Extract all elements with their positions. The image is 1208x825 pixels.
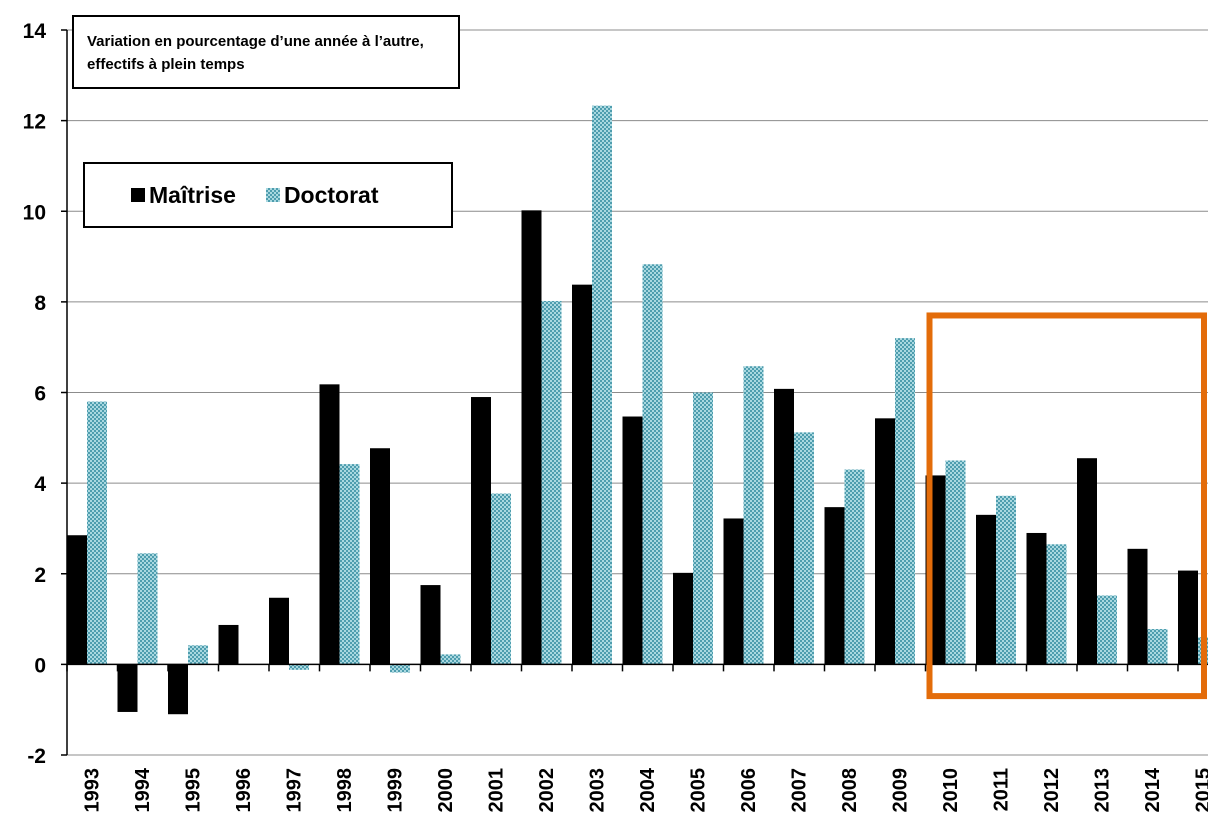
y-tick-label: 6 xyxy=(34,383,46,406)
x-tick-label: 2009 xyxy=(889,768,911,813)
legend-label-doctorat: Doctorat xyxy=(283,181,379,208)
bar-maitrise-2011 xyxy=(976,514,996,665)
bar-maitrise-2012 xyxy=(1026,532,1047,665)
bar-maitrise-1998 xyxy=(319,384,340,665)
bar-maitrise-2013 xyxy=(1077,458,1097,665)
y-tick-label: 8 xyxy=(34,292,46,315)
x-tick-label: 2005 xyxy=(687,768,709,813)
bar-maitrise-1997 xyxy=(269,597,289,665)
bar-doctorat-2007 xyxy=(794,432,814,665)
x-tick-label: 2014 xyxy=(1142,767,1164,812)
bar-doctorat-1994 xyxy=(137,553,158,665)
x-tick-label: 2003 xyxy=(586,768,608,813)
bar-doctorat-1998 xyxy=(339,464,360,665)
x-tick-label: 2004 xyxy=(637,767,659,812)
bar-maitrise-2004 xyxy=(622,416,643,665)
legend: Maîtrise Doctorat xyxy=(83,162,453,228)
bar-maitrise-2009 xyxy=(875,418,895,665)
bar-doctorat-2014 xyxy=(1147,629,1168,665)
bar-doctorat-2010 xyxy=(945,460,966,665)
x-tick-label: 2000 xyxy=(435,768,457,813)
x-tick-label: 2013 xyxy=(1091,768,1113,813)
bar-doctorat-1993 xyxy=(87,401,107,665)
bar-maitrise-2007 xyxy=(774,388,794,665)
bar-doctorat-2002 xyxy=(541,300,562,665)
x-tick-label: 2007 xyxy=(788,768,810,813)
x-tick-label: 2008 xyxy=(839,768,861,813)
y-tick-labels: -2 0 2 4 6 8 10 12 14 xyxy=(23,20,47,768)
bar-doctorat-2011 xyxy=(996,495,1016,665)
bar-doctorat-2001 xyxy=(491,493,511,665)
x-tick-label: 1994 xyxy=(132,767,154,812)
bar-doctorat-1999 xyxy=(390,664,410,673)
y-tick-label: -2 xyxy=(27,745,46,768)
bar-maitrise-1993 xyxy=(67,535,87,665)
bar-doctorat-2005 xyxy=(693,392,713,665)
bar-maitrise-2003 xyxy=(572,284,592,665)
x-tick-label: 1999 xyxy=(384,768,406,813)
highlight-box xyxy=(926,312,1207,700)
y-tick-label: 4 xyxy=(34,473,46,496)
bar-maitrise-2002 xyxy=(521,210,542,665)
legend-item-doctorat: Doctorat xyxy=(265,181,379,209)
bar-maitrise-2015 xyxy=(1178,570,1198,665)
bar-maitrise-1994 xyxy=(117,664,138,712)
x-tick-label: 1998 xyxy=(334,768,356,813)
bar-doctorat-1997 xyxy=(289,664,309,670)
axes xyxy=(61,29,1208,756)
x-tick-label: 1996 xyxy=(233,768,255,813)
bar-maitrise-1999 xyxy=(370,448,390,665)
x-tick-label: 2015 xyxy=(1192,768,1208,813)
bar-doctorat-2008 xyxy=(844,469,865,665)
y-tick-label: 12 xyxy=(23,111,46,134)
bar-doctorat-2009 xyxy=(895,338,915,665)
bar-maitrise-2000 xyxy=(420,585,441,665)
y-tick-label: 14 xyxy=(23,20,47,43)
bar-doctorat-2003 xyxy=(592,105,612,665)
x-tick-label: 1993 xyxy=(81,768,103,813)
bar-maitrise-2014 xyxy=(1127,548,1148,665)
bars xyxy=(67,105,1208,715)
bar-doctorat-2013 xyxy=(1097,595,1117,665)
x-tick-label: 2010 xyxy=(940,768,962,813)
x-tick-label: 1997 xyxy=(283,768,305,813)
y-tick-label: 0 xyxy=(34,654,46,677)
y-tick-label: 10 xyxy=(23,201,46,224)
legend-swatch-doctorat xyxy=(265,188,280,202)
legend-swatch-maitrise xyxy=(131,188,145,202)
x-tick-labels: 1993 1994 1995 1996 1997 1998 1999 2000 2001 2002… xyxy=(81,767,1208,812)
bar-doctorat-1995 xyxy=(188,645,208,665)
x-tick-label: 2012 xyxy=(1041,768,1063,813)
x-tick-label: 2001 xyxy=(485,768,507,813)
y-tick-label: 2 xyxy=(34,564,46,587)
chart-title: Variation en pourcentage d’une année à l… xyxy=(72,15,460,89)
bar-maitrise-1995 xyxy=(168,664,188,715)
bar-doctorat-2004 xyxy=(642,264,663,665)
x-tick-label: 2006 xyxy=(738,768,760,813)
bar-maitrise-2008 xyxy=(824,507,845,665)
legend-label-maitrise: Maîtrise xyxy=(149,181,236,208)
x-tick-label: 2011 xyxy=(990,768,1012,811)
bar-maitrise-2005 xyxy=(673,572,693,665)
bar-maitrise-1996 xyxy=(218,624,239,665)
bar-doctorat-2012 xyxy=(1046,544,1067,665)
bar-maitrise-2001 xyxy=(471,397,491,665)
bar-maitrise-2006 xyxy=(723,518,744,665)
legend-item-maitrise: Maîtrise xyxy=(131,182,236,209)
bar-doctorat-2000 xyxy=(440,654,461,665)
bar-doctorat-2006 xyxy=(743,366,764,665)
x-tick-label: 2002 xyxy=(536,768,558,813)
x-tick-label: 1995 xyxy=(182,768,204,813)
